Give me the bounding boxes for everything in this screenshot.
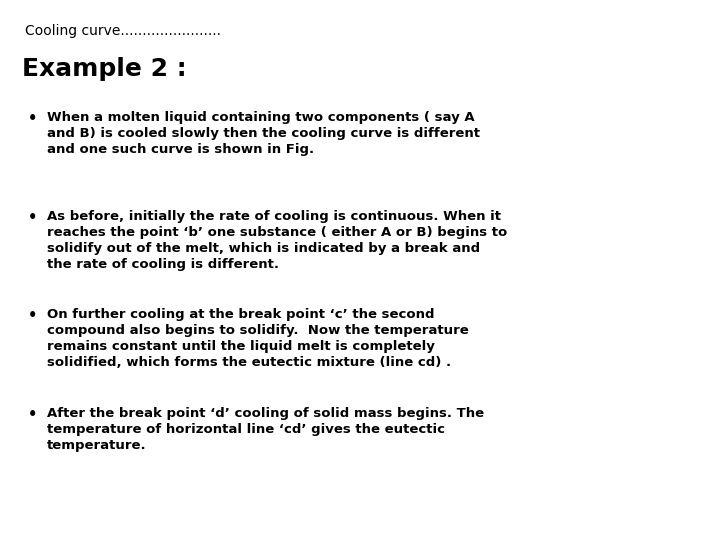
Text: •: • [27, 210, 37, 225]
Text: •: • [27, 111, 37, 126]
Text: On further cooling at the break point ‘c’ the second
compound also begins to sol: On further cooling at the break point ‘c… [47, 308, 469, 369]
Text: •: • [27, 308, 37, 323]
Text: Example 2 :: Example 2 : [22, 57, 186, 80]
Text: Cooling curve.......................: Cooling curve....................... [25, 24, 221, 38]
Text: As before, initially the rate of cooling is continuous. When it
reaches the poin: As before, initially the rate of cooling… [47, 210, 507, 271]
Text: After the break point ‘d’ cooling of solid mass begins. The
temperature of horiz: After the break point ‘d’ cooling of sol… [47, 407, 484, 452]
Text: When a molten liquid containing two components ( say A
and B) is cooled slowly t: When a molten liquid containing two comp… [47, 111, 480, 156]
Text: •: • [27, 407, 37, 422]
